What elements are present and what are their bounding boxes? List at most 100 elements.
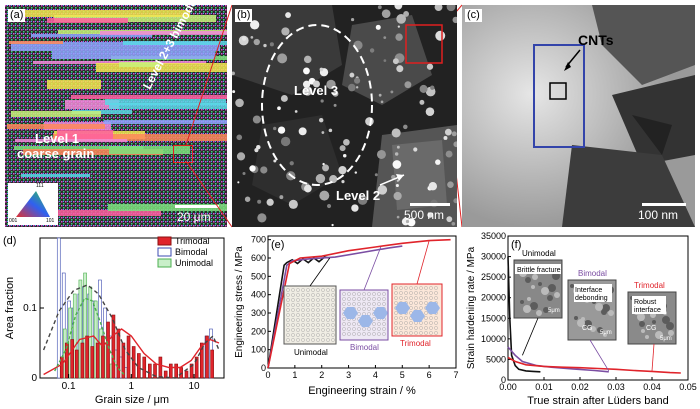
level2-label: Level 2 bbox=[336, 188, 381, 203]
fracto-texture bbox=[543, 307, 549, 313]
y-axis-label-f: Strain hardening rate / MPa bbox=[466, 246, 477, 369]
y-tick-label-f: 15000 bbox=[481, 313, 506, 323]
inset-schematic-unimodal bbox=[283, 285, 337, 345]
label-trimodal-f: Trimodal bbox=[634, 281, 665, 290]
bar-trimodal bbox=[189, 363, 194, 379]
y-tick-label-d: 0.1 bbox=[23, 303, 37, 314]
fracto-texture bbox=[645, 335, 649, 339]
legend-swatch-bimodal bbox=[157, 247, 172, 257]
inset-label-trimodal: Trimodal bbox=[400, 339, 431, 348]
fracto-texture bbox=[590, 326, 596, 332]
y-axis-label-e: Engineering stress / MPa bbox=[234, 246, 245, 358]
y-tick-label-f: 30000 bbox=[481, 252, 506, 262]
x-tick-label-f: 0.01 bbox=[535, 382, 553, 392]
x-tick-label-d: 10 bbox=[189, 381, 201, 392]
robust-label-bg bbox=[632, 296, 666, 314]
y-tick-label-e: 100 bbox=[251, 345, 266, 355]
inset-label-unimodal: Unimodal bbox=[294, 348, 328, 357]
pointer-trimodal bbox=[651, 343, 655, 371]
brittle-label-bg bbox=[515, 264, 561, 274]
fracto-texture bbox=[523, 305, 531, 313]
scale-text-b: 500 nm bbox=[404, 208, 445, 222]
bar-trimodal bbox=[95, 342, 100, 379]
level1-label: Level 1 bbox=[35, 131, 80, 146]
bar-trimodal bbox=[194, 356, 199, 379]
fracto-texture bbox=[603, 333, 607, 337]
curve-trimodal bbox=[267, 238, 451, 369]
panel-a-label: (a) bbox=[8, 9, 26, 22]
x-tick-label-e: 6 bbox=[427, 370, 432, 380]
panel-c-label: (c) bbox=[465, 9, 482, 22]
cnts-label: CNTs bbox=[578, 32, 614, 48]
tem-image-c bbox=[462, 5, 695, 227]
curve-trimodal bbox=[507, 356, 681, 374]
x-tick-label-e: 5 bbox=[400, 370, 405, 380]
grain-hexagon bbox=[358, 315, 373, 327]
fit-curve-unimodal bbox=[54, 297, 126, 377]
fracto-texture bbox=[608, 310, 614, 316]
fracto-texture bbox=[641, 329, 645, 333]
fracto-texture bbox=[541, 287, 549, 295]
plot-frame-e bbox=[267, 235, 457, 369]
bar-trimodal bbox=[174, 363, 178, 379]
y-tick-label-e: 400 bbox=[251, 290, 266, 300]
strain-hardening-chart: 0.00 0.01 0.02 0.03 0.04 0.05 0 5000 10000 15000 2… bbox=[466, 231, 697, 407]
bar-bimodal bbox=[56, 237, 61, 379]
y-tick-label-e: 600 bbox=[251, 253, 266, 263]
legend-label-unimodal: Unimodal bbox=[175, 258, 213, 268]
y-tick-label-f: 25000 bbox=[481, 272, 506, 282]
fracto-texture bbox=[652, 320, 656, 324]
grain-hexagon bbox=[373, 307, 388, 319]
inset-pointer-unimodal bbox=[309, 257, 331, 287]
x-tick-label-e: 1 bbox=[292, 370, 297, 380]
fracto-texture bbox=[601, 309, 607, 315]
fracto-texture bbox=[530, 302, 538, 310]
x-tick-label-e: 2 bbox=[319, 370, 324, 380]
x-tick-label-f: 0.04 bbox=[643, 382, 661, 392]
bar-trimodal bbox=[111, 314, 116, 379]
panel-a: (a) Level 1 coarse grain Level 2+3 bimod… bbox=[5, 5, 227, 227]
legend-label-bimodal: Bimodal bbox=[175, 247, 208, 257]
label-unimodal-f: Unimodal bbox=[522, 249, 556, 258]
y-tick-label-f: 35000 bbox=[481, 231, 506, 241]
bar-trimodal bbox=[90, 346, 95, 379]
fracto-texture bbox=[520, 300, 524, 304]
y-tick-label-f: 5000 bbox=[486, 354, 506, 364]
x-tick-label-f: 0.03 bbox=[607, 382, 625, 392]
pointer-bimodal bbox=[589, 339, 610, 372]
scale-bimodal: 5μm bbox=[600, 330, 612, 336]
panel-b: (b) Level 3 Level 2 500 nm bbox=[232, 5, 457, 227]
x-tick-label-d: 0.1 bbox=[62, 381, 76, 392]
bar-trimodal bbox=[126, 335, 131, 379]
panel-e: 0 1 2 3 4 5 6 7 0 100 200 300 400 500 600 700 Unimodal Bi… bbox=[232, 230, 464, 409]
bar-trimodal bbox=[163, 370, 168, 379]
tem-image-b bbox=[232, 5, 457, 227]
x-axis-label-f: True strain after Lüders band bbox=[527, 395, 668, 407]
fracto-texture bbox=[577, 319, 585, 327]
fracto-texture bbox=[655, 331, 663, 339]
bar-trimodal bbox=[142, 356, 147, 379]
bar-trimodal bbox=[184, 370, 189, 379]
grain-hexagon bbox=[343, 307, 358, 319]
y-tick-label-f: 0 bbox=[501, 375, 506, 385]
inset-pointer-trimodal bbox=[416, 240, 430, 285]
fracto-texture bbox=[668, 330, 674, 336]
coarse-grain-label: coarse grain bbox=[17, 146, 95, 161]
stress-strain-chart: 0 1 2 3 4 5 6 7 0 100 200 300 400 500 600 700 Unimodal Bi… bbox=[234, 235, 459, 397]
panel-e-label: (e) bbox=[271, 239, 284, 251]
grain-hexagon bbox=[425, 302, 440, 314]
x-tick-label-e: 0 bbox=[265, 370, 270, 380]
bar-unimodal bbox=[83, 272, 87, 379]
x-tick-label-e: 3 bbox=[346, 370, 351, 380]
bar-trimodal bbox=[85, 335, 89, 379]
scale-text-a: 20 μm bbox=[177, 210, 211, 224]
bar-trimodal bbox=[106, 321, 110, 379]
bar-trimodal bbox=[121, 342, 126, 379]
fracto-texture bbox=[554, 292, 560, 298]
bar-trimodal bbox=[131, 346, 136, 379]
scale-unimodal: 5μm bbox=[548, 308, 560, 314]
grain-hexagon bbox=[410, 310, 425, 322]
label-cg-trimodal: CG bbox=[646, 325, 657, 332]
panel-c: (c) CNTs 100 nm bbox=[462, 5, 695, 227]
fit-curve-trimodal bbox=[43, 328, 220, 376]
